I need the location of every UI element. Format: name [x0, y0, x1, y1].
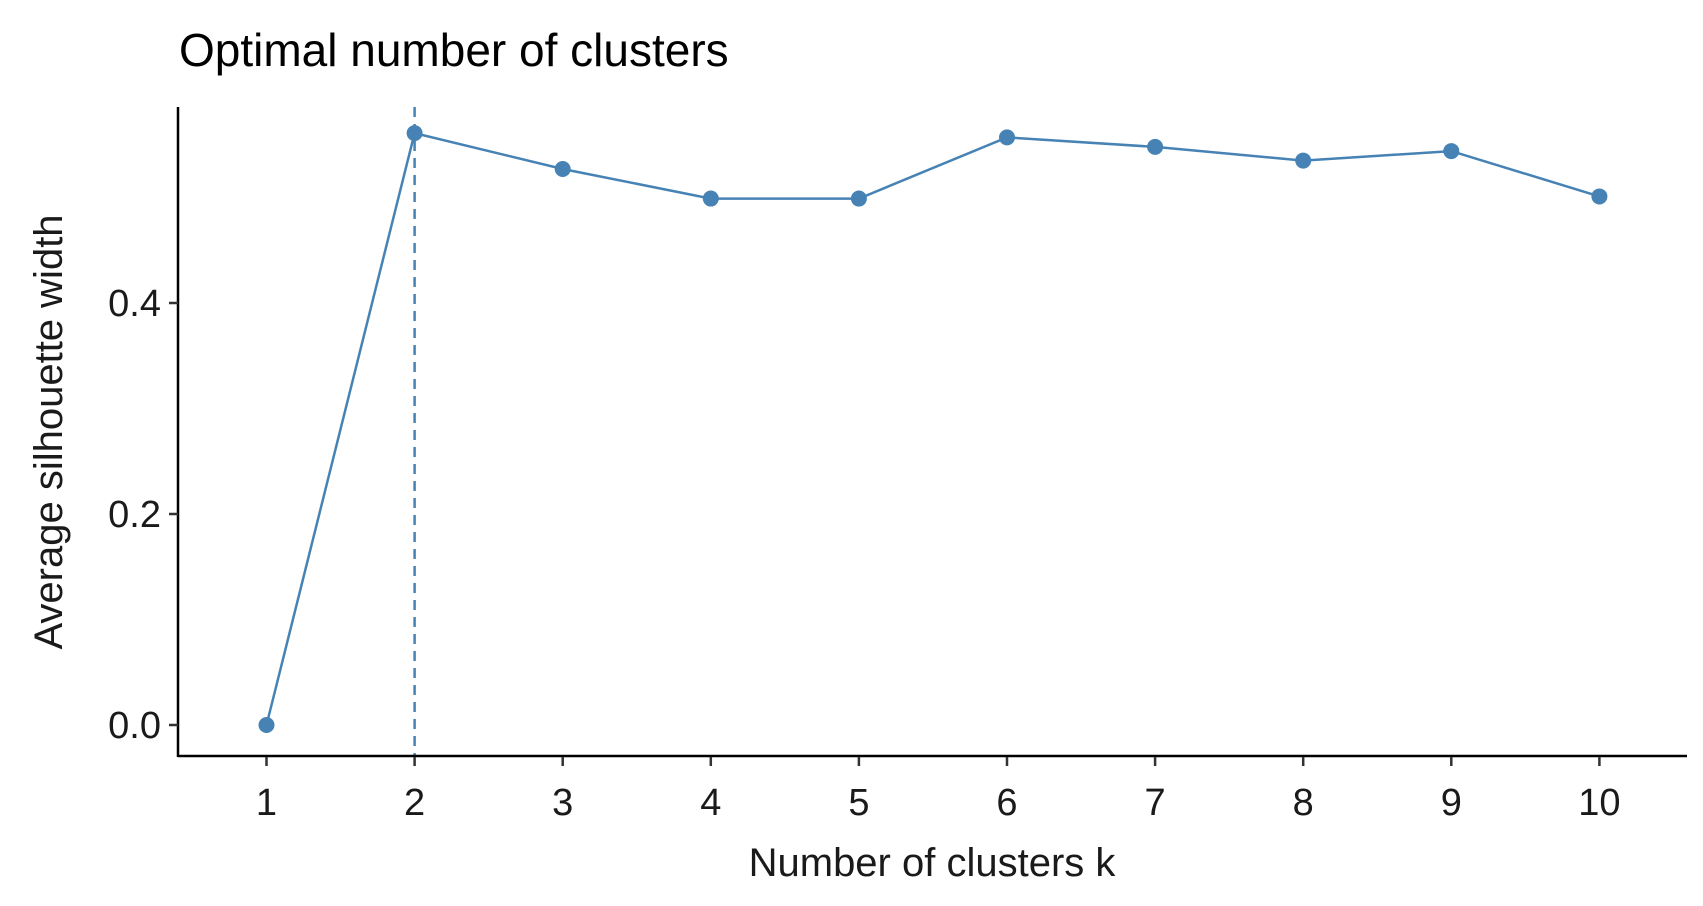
data-point-k10 [1591, 188, 1608, 205]
x-tick-label: 3 [552, 782, 573, 824]
x-tick-label: 9 [1441, 782, 1462, 824]
x-tick-label: 1 [256, 782, 277, 824]
y-axis-title: Average silhouette width [27, 214, 71, 649]
x-axis-title: Number of clusters k [749, 841, 1117, 885]
data-point-k6 [999, 129, 1015, 146]
series-layer [258, 125, 1608, 733]
x-tick-label: 2 [404, 782, 425, 824]
y-tick-label: 0.4 [108, 283, 161, 325]
x-tick-label: 5 [848, 782, 869, 824]
series-line [265, 131, 1600, 726]
y-tick-label: 0.0 [108, 705, 161, 747]
x-tick-label: 4 [700, 782, 721, 824]
data-point-k2 [406, 125, 423, 142]
data-point-k9 [1443, 143, 1460, 160]
data-point-k3 [554, 161, 571, 178]
data-point-k8 [1295, 152, 1312, 169]
x-tick-label: 8 [1293, 782, 1314, 824]
data-point-k7 [1147, 138, 1164, 155]
plot-panel [258, 107, 1608, 756]
data-point-k5 [850, 190, 867, 207]
y-axis-ticks: 0.0 0.2 0.4 [108, 283, 178, 747]
data-point-k1 [258, 717, 275, 733]
chart-title: Optimal number of clusters [179, 24, 729, 76]
x-tick-label: 6 [996, 782, 1017, 824]
x-tick-label: 7 [1145, 782, 1166, 824]
x-axis-ticks: 1 2 3 4 5 6 7 8 9 10 [256, 757, 1621, 824]
data-point-k4 [702, 190, 719, 207]
x-tick-label: 10 [1578, 782, 1620, 824]
y-tick-label: 0.2 [108, 494, 161, 536]
